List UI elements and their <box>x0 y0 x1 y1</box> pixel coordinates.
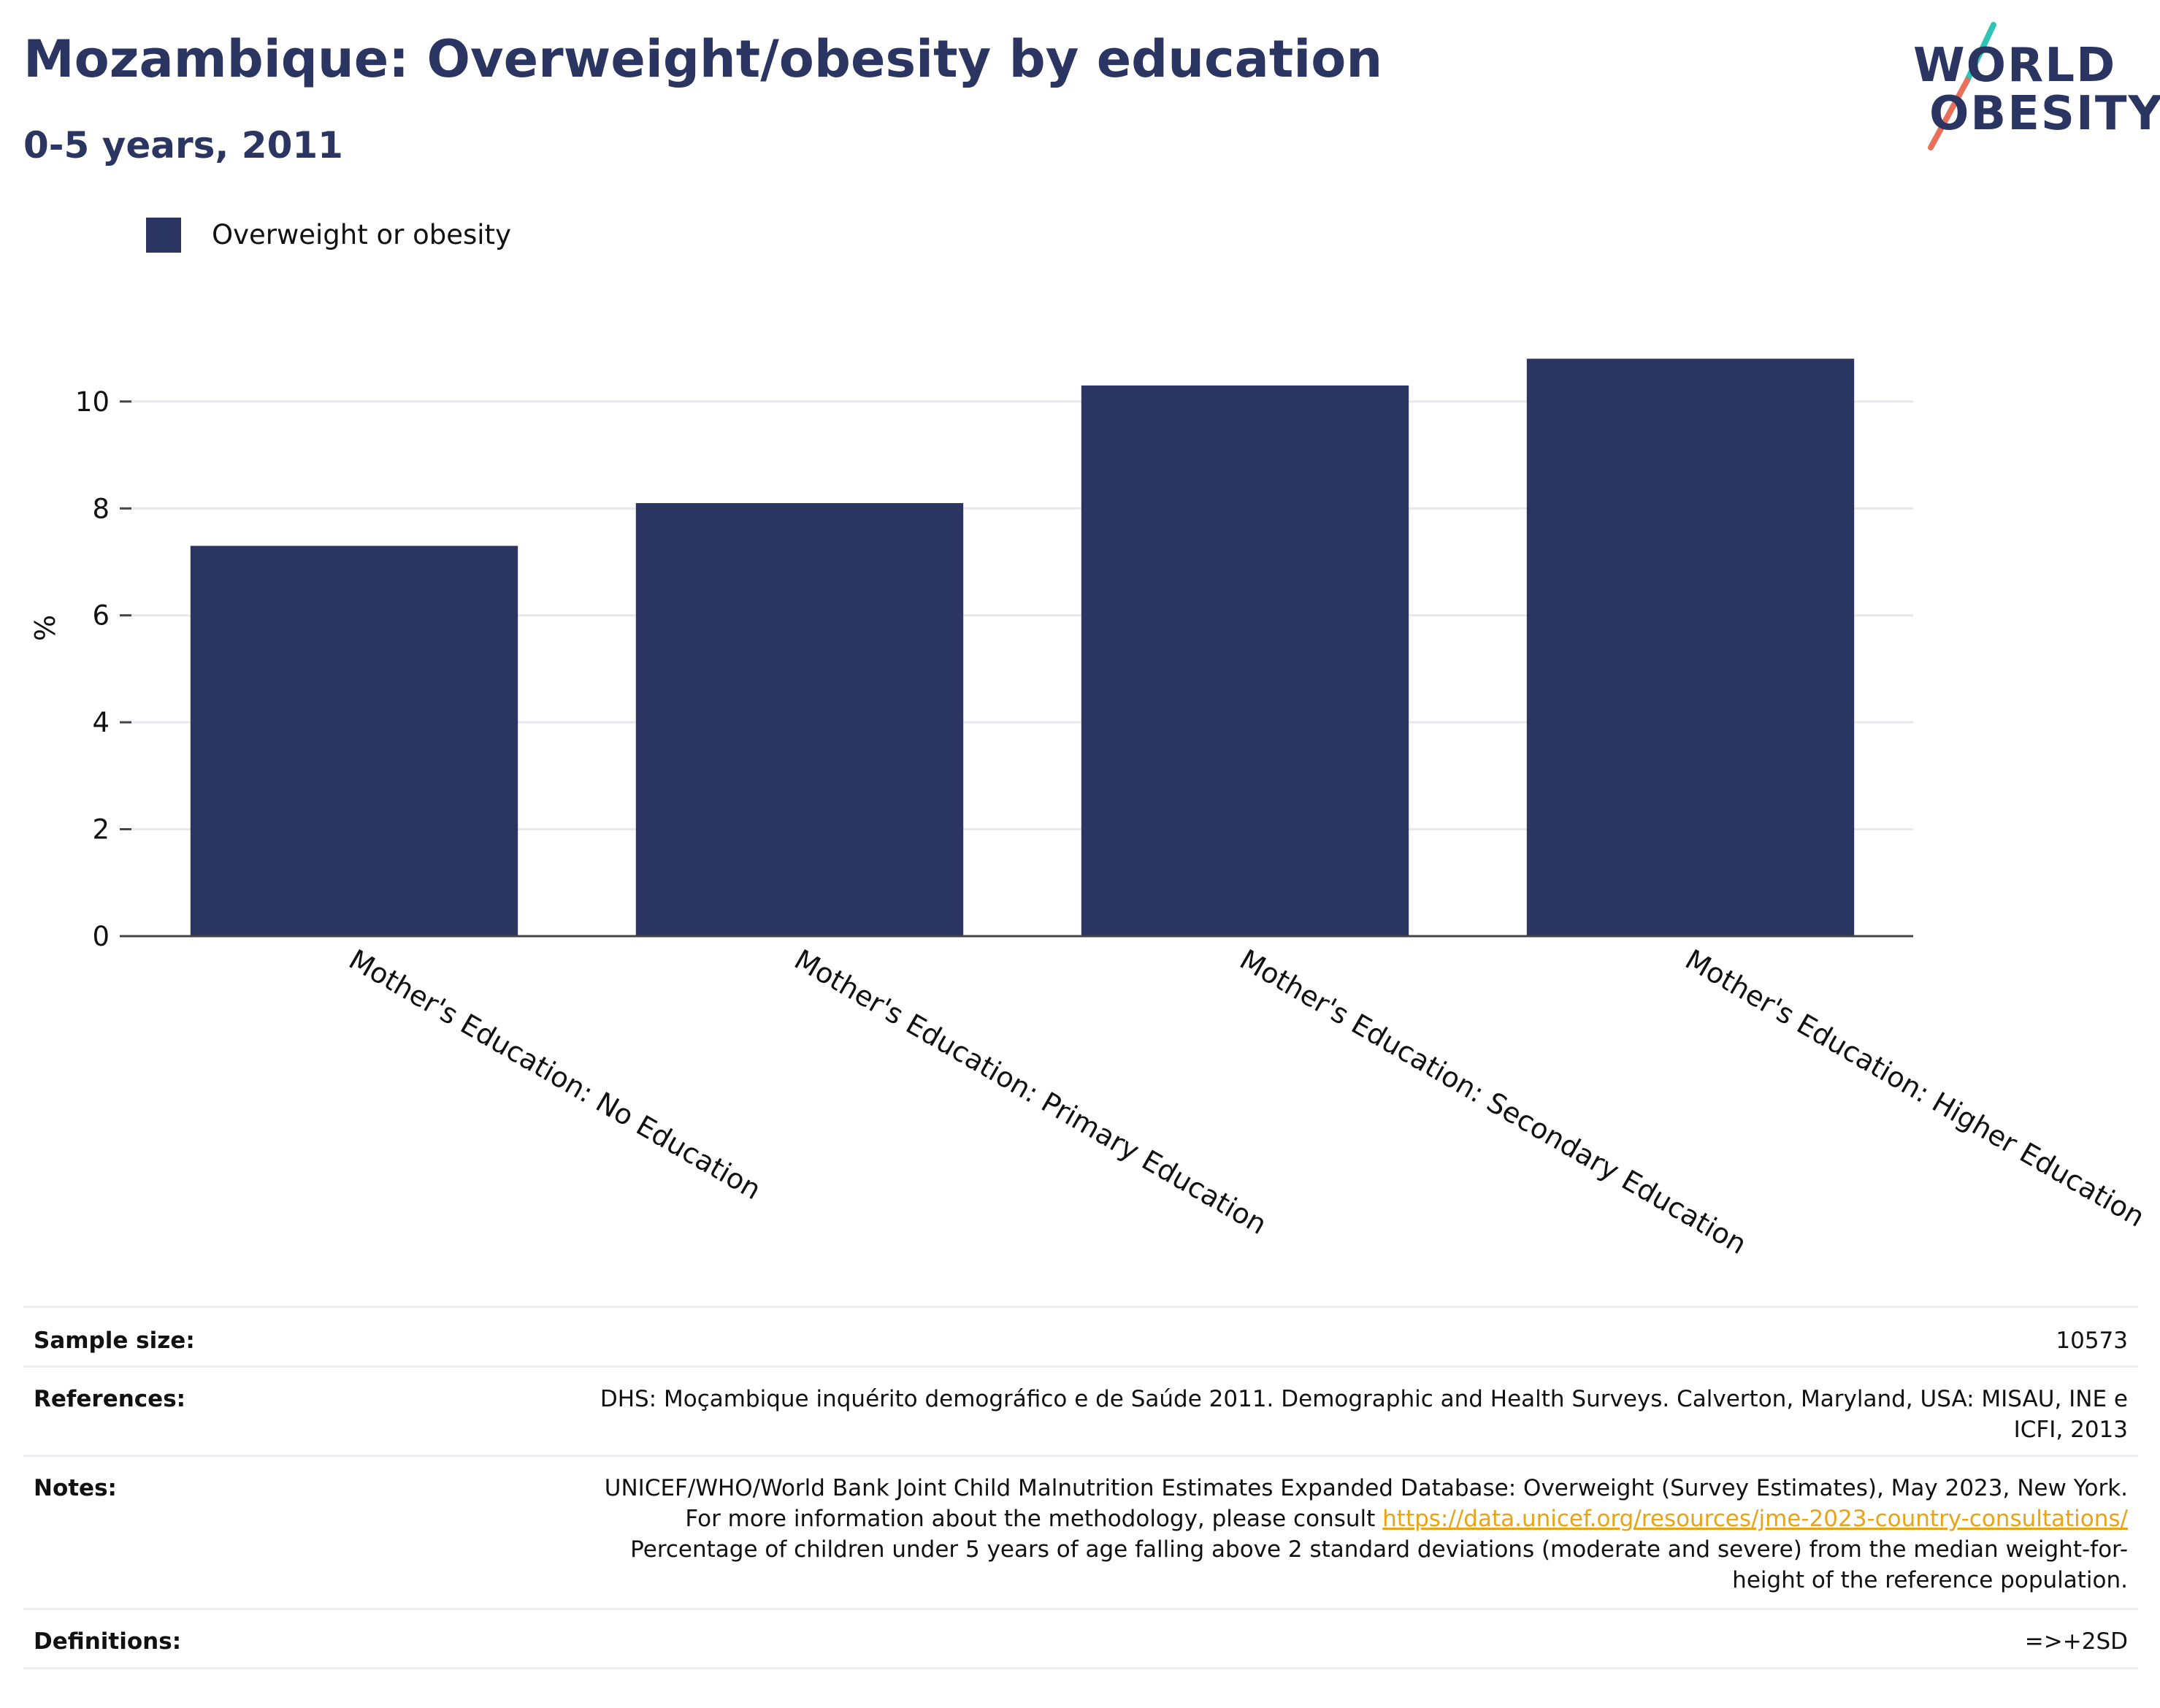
world-obesity-logo: WORLD OBESITY <box>1899 22 2160 153</box>
bar <box>190 545 518 936</box>
notes-text-1: UNICEF/WHO/World Bank Joint Child Malnut… <box>604 1475 2128 1532</box>
sample-size-value: 10573 <box>2056 1328 2128 1354</box>
legend-swatch <box>146 218 181 253</box>
sample-size-label: Sample size: <box>34 1328 195 1354</box>
notes-label: Notes: <box>34 1475 117 1501</box>
y-tick-label: 2 <box>92 814 110 846</box>
sample-size-row: Sample size: 10573 <box>23 1306 2138 1366</box>
notes-text-2: Percentage of children under 5 years of … <box>630 1536 2128 1593</box>
definitions-row: Definitions: =>+2SD <box>23 1608 2138 1669</box>
x-tick-label: Mother's Education: Higher Education <box>1680 943 2151 1233</box>
x-tick-label: Mother's Education: Primary Education <box>789 943 1273 1241</box>
legend-label: Overweight or obesity <box>212 219 511 250</box>
definitions-value: =>+2SD <box>2024 1628 2128 1655</box>
page-title: Mozambique: Overweight/obesity by educat… <box>23 29 1383 89</box>
references-row: References: DHS: Moçambique inquérito de… <box>23 1366 2138 1455</box>
references-value: DHS: Moçambique inquérito demográfico e … <box>600 1386 2128 1443</box>
definitions-label: Definitions: <box>34 1628 182 1655</box>
logo-slash-icon <box>1928 22 1996 150</box>
x-tick-label: Mother's Education: Secondary Education <box>1235 943 1753 1261</box>
bar <box>1081 385 1409 936</box>
y-tick-label: 10 <box>75 386 110 418</box>
notes-value: UNICEF/WHO/World Bank Joint Child Malnut… <box>594 1473 2138 1596</box>
logo-line2: OBESITY <box>1929 87 2160 141</box>
bar <box>1526 359 1855 936</box>
y-tick-label: 8 <box>92 493 110 524</box>
x-tick-label: Mother's Education: No Education <box>344 943 767 1206</box>
metadata-table: Sample size: 10573 References: DHS: Moça… <box>23 1306 2138 1669</box>
notes-row: Notes: UNICEF/WHO/World Bank Joint Child… <box>23 1455 2138 1608</box>
y-tick-label: 6 <box>92 600 110 632</box>
page-subtitle: 0-5 years, 2011 <box>23 124 343 166</box>
y-tick-label: 0 <box>92 921 110 952</box>
bar <box>635 502 964 936</box>
references-label: References: <box>34 1386 186 1412</box>
notes-link[interactable]: https://data.unicef.org/resources/jme-20… <box>1382 1506 2128 1532</box>
y-tick-label: 4 <box>92 707 110 738</box>
logo-line1: WORLD <box>1913 39 2117 93</box>
